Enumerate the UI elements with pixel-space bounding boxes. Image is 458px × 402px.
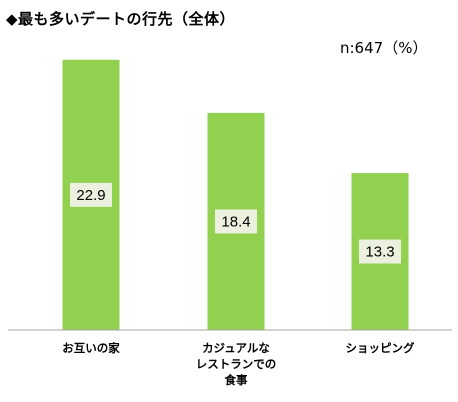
data-label-1: 22.9 — [76, 187, 105, 204]
data-label-3: 13.3 — [365, 244, 394, 261]
data-label-2: 18.4 — [221, 213, 250, 230]
category-label-1: お互いの家 — [62, 341, 120, 355]
data-labels-group: 22.9 18.4 13.3 — [70, 182, 401, 264]
category-label-line: ショッピング — [346, 341, 415, 355]
category-label-line: レストランでの — [196, 357, 277, 371]
category-label-2: カジュアルなレストランでの食事 — [196, 341, 277, 387]
category-label-3: ショッピング — [346, 341, 415, 355]
chart-title: ◆最も多いデートの行先（全体） — [6, 10, 236, 28]
bars-group — [62, 59, 409, 330]
data-label-box-1 — [70, 182, 112, 207]
data-label-box-3 — [359, 239, 401, 264]
category-label-line: お互いの家 — [62, 341, 120, 355]
category-labels-group: お互いの家 カジュアルなレストランでの食事 ショッピング — [62, 341, 415, 387]
category-label-line: カジュアルな — [202, 341, 270, 355]
category-label-line: 食事 — [225, 373, 248, 387]
sample-size-note: n:647（%） — [340, 39, 428, 57]
data-label-box-2 — [215, 209, 257, 234]
